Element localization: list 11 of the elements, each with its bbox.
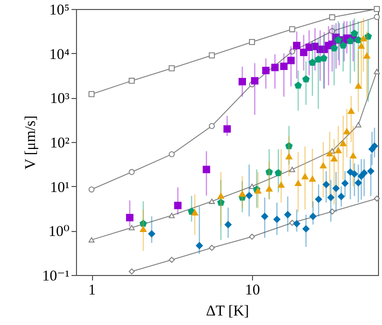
- y-tick-label: 10²: [50, 136, 70, 152]
- y-tick-label: 10⁵: [49, 2, 70, 18]
- y-axis-title: V [μm/s]: [23, 115, 40, 170]
- x-tick-label: 10: [244, 282, 260, 298]
- y-tick-label: 10⁰: [48, 224, 70, 240]
- x-tick-label: 1: [88, 282, 96, 298]
- y-tick-label: 10³: [50, 91, 70, 108]
- y-tick-label: 10¹: [50, 180, 70, 196]
- y-tick-label: 10⁻¹: [42, 268, 70, 284]
- x-axis-title: ΔT [K]: [206, 304, 250, 320]
- y-tick-label: 10⁴: [49, 46, 70, 63]
